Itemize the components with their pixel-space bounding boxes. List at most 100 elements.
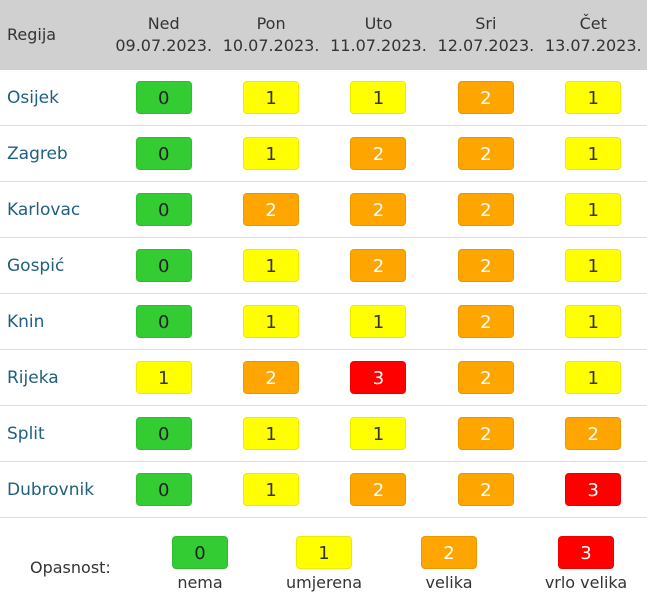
day-name: Čet <box>579 14 607 33</box>
danger-cell: 2 <box>324 237 433 294</box>
danger-level-badge: 0 <box>135 193 192 226</box>
legend-caption: umjerena <box>285 573 363 592</box>
danger-cell: 2 <box>217 349 325 406</box>
danger-cell: 2 <box>432 237 540 294</box>
legend-badge: 2 <box>421 536 477 569</box>
danger-cell: 1 <box>217 405 325 462</box>
table-row: Zagreb 0 1 2 2 1 <box>0 125 647 182</box>
danger-level-badge: 3 <box>350 361 407 394</box>
danger-level-badge: 2 <box>350 137 407 170</box>
danger-level-badge: 1 <box>565 305 622 338</box>
danger-level-badge: 2 <box>457 137 514 170</box>
day-date: 09.07.2023. <box>115 36 213 55</box>
legend-item: 0 nema <box>140 536 260 592</box>
danger-cell: 3 <box>539 461 647 518</box>
danger-cell: 1 <box>539 349 647 406</box>
danger-cell: 2 <box>324 461 433 518</box>
danger-cell: 1 <box>217 293 325 350</box>
legend: Opasnost: 0 nema 1 umjerena 2 velika 3 vrlo vel… <box>0 518 647 598</box>
day-header: Ned 09.07.2023. <box>110 0 217 70</box>
danger-cell: 2 <box>432 405 540 462</box>
danger-cell: 2 <box>432 293 540 350</box>
danger-level-badge: 1 <box>350 81 407 114</box>
region-link[interactable]: Osijek <box>0 70 110 126</box>
table-row: Gospić 0 1 2 2 1 <box>0 237 647 294</box>
danger-level-badge: 2 <box>350 193 407 226</box>
danger-cell: 1 <box>539 181 647 238</box>
danger-level-badge: 2 <box>243 193 300 226</box>
region-link[interactable]: Knin <box>0 293 110 350</box>
danger-cell: 1 <box>217 237 325 294</box>
danger-level-badge: 0 <box>135 473 192 506</box>
danger-level-badge: 1 <box>565 249 622 282</box>
danger-cell: 1 <box>539 237 647 294</box>
danger-level-badge: 2 <box>350 249 407 282</box>
danger-level-badge: 2 <box>457 81 514 114</box>
legend-item: 3 vrlo velika <box>526 536 646 592</box>
danger-level-badge: 2 <box>457 361 514 394</box>
legend-item: 1 umjerena <box>264 536 384 592</box>
legend-caption: velika <box>425 573 473 592</box>
day-name: Pon <box>256 14 286 33</box>
legend-badge: 3 <box>558 536 614 569</box>
danger-cell: 0 <box>110 237 218 294</box>
danger-cell: 0 <box>110 405 218 462</box>
danger-level-badge: 2 <box>457 473 514 506</box>
day-date: 11.07.2023. <box>330 36 427 55</box>
legend-badge: 0 <box>172 536 228 569</box>
danger-level-badge: 1 <box>350 305 407 338</box>
region-link[interactable]: Karlovac <box>0 181 110 238</box>
legend-caption: vrlo velika <box>544 573 628 592</box>
region-link[interactable]: Split <box>0 405 110 462</box>
region-link[interactable]: Gospić <box>0 237 110 294</box>
danger-cell: 3 <box>324 349 433 406</box>
danger-cell: 0 <box>110 70 218 126</box>
danger-cell: 2 <box>432 125 540 182</box>
danger-level-badge: 1 <box>243 305 300 338</box>
danger-cell: 1 <box>217 461 325 518</box>
danger-level-badge: 1 <box>243 249 300 282</box>
day-header: Uto 11.07.2023. <box>325 0 432 70</box>
danger-level-badge: 0 <box>135 249 192 282</box>
danger-cell: 1 <box>324 70 433 126</box>
region-link[interactable]: Zagreb <box>0 125 110 182</box>
danger-level-badge: 0 <box>135 417 192 450</box>
danger-level-badge: 1 <box>243 417 300 450</box>
danger-cell: 1 <box>217 125 325 182</box>
danger-cell: 1 <box>324 293 433 350</box>
danger-cell: 2 <box>432 70 540 126</box>
danger-level-badge: 3 <box>565 473 622 506</box>
fire-danger-table: Regija Ned 09.07.2023. Pon 10.07.2023. Uto 11… <box>0 0 647 518</box>
danger-level-badge: 1 <box>243 137 300 170</box>
legend-label: Opasnost: <box>30 558 111 577</box>
danger-cell: 2 <box>432 349 540 406</box>
table-row: Rijeka 1 2 3 2 1 <box>0 349 647 406</box>
danger-level-badge: 0 <box>135 305 192 338</box>
day-name: Ned <box>147 14 180 33</box>
day-name: Sri <box>475 14 497 33</box>
day-date: 13.07.2023. <box>544 36 642 55</box>
danger-cell: 1 <box>217 70 325 126</box>
danger-level-badge: 1 <box>243 81 300 114</box>
danger-level-badge: 2 <box>243 361 300 394</box>
danger-cell: 0 <box>110 461 218 518</box>
danger-cell: 1 <box>539 70 647 126</box>
region-link[interactable]: Dubrovnik <box>0 461 110 518</box>
danger-cell: 2 <box>432 461 540 518</box>
table-row: Karlovac 0 2 2 2 1 <box>0 181 647 238</box>
table-row: Split 0 1 1 2 2 <box>0 405 647 462</box>
day-header: Čet 13.07.2023. <box>540 0 647 70</box>
day-header: Sri 12.07.2023. <box>432 0 539 70</box>
legend-item: 2 velika <box>389 536 509 592</box>
region-link[interactable]: Rijeka <box>0 349 110 406</box>
danger-level-badge: 1 <box>135 361 192 394</box>
danger-cell: 2 <box>539 405 647 462</box>
danger-level-badge: 1 <box>565 137 622 170</box>
day-date: 12.07.2023. <box>437 36 535 55</box>
danger-level-badge: 1 <box>243 473 300 506</box>
day-header: Pon 10.07.2023. <box>217 0 324 70</box>
danger-cell: 2 <box>217 181 325 238</box>
danger-cell: 2 <box>324 125 433 182</box>
danger-cell: 0 <box>110 181 218 238</box>
day-date: 10.07.2023. <box>222 36 320 55</box>
